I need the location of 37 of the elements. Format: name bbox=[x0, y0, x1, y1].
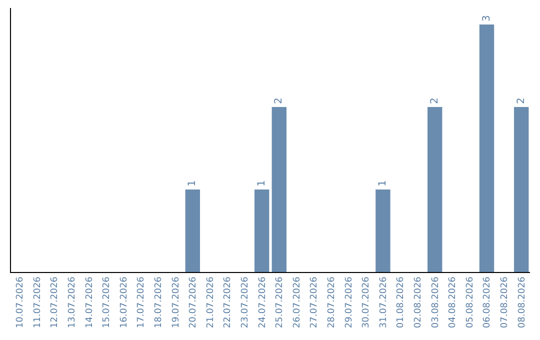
x-tick-label: 04.08.2026 bbox=[448, 276, 458, 328]
x-tick-label: 15.07.2026 bbox=[102, 276, 112, 328]
data-label: 2 bbox=[429, 98, 440, 104]
data-label: 1 bbox=[377, 180, 388, 186]
x-tick-label: 08.08.2026 bbox=[517, 276, 528, 328]
x-tick-label: 27.07.2026 bbox=[310, 276, 320, 328]
x-tick-label: 20.07.2026 bbox=[188, 276, 199, 328]
x-tick-label: 14.07.2026 bbox=[84, 276, 95, 328]
x-tick-label: 05.08.2026 bbox=[465, 276, 476, 328]
data-label: 1 bbox=[187, 180, 198, 186]
x-tick-label: 01.08.2026 bbox=[396, 276, 406, 328]
x-tick-label: 23.07.2026 bbox=[240, 276, 250, 328]
data-label: 1 bbox=[256, 180, 268, 186]
x-tick-label: 10.07.2026 bbox=[16, 276, 26, 328]
x-tick-label: 19.07.2026 bbox=[171, 276, 182, 328]
x-tick-label: 21.07.2026 bbox=[206, 276, 216, 328]
x-tick-label: 28.07.2026 bbox=[326, 276, 337, 328]
x-tick-label: 24.07.2026 bbox=[258, 276, 268, 328]
data-label: 3 bbox=[481, 15, 492, 22]
x-tick-label: 06.08.2026 bbox=[482, 276, 493, 328]
x-tick-label: 17.07.2026 bbox=[136, 276, 147, 328]
x-tick-label: 07.08.2026 bbox=[500, 276, 510, 328]
x-tick-label: 03.08.2026 bbox=[430, 276, 441, 328]
data-label: 2 bbox=[274, 98, 285, 104]
x-tick-label: 11.07.2026 bbox=[32, 276, 43, 328]
x-tick-label: 12.07.2026 bbox=[50, 276, 60, 328]
x-tick-label: 30.07.2026 bbox=[362, 276, 372, 328]
x-tick-label: 31.07.2026 bbox=[378, 276, 389, 328]
x-tick-label: 13.07.2026 bbox=[67, 276, 78, 328]
data-label: 2 bbox=[516, 98, 527, 104]
x-tick-label: 16.07.2026 bbox=[119, 276, 130, 328]
x-tick-label: 22.07.2026 bbox=[223, 276, 234, 328]
x-tick-label: 29.07.2026 bbox=[344, 276, 354, 328]
x-tick-label: 25.07.2026 bbox=[275, 276, 286, 328]
x-tick-label: 18.07.2026 bbox=[154, 276, 164, 328]
x-tick-label: 26.07.2026 bbox=[292, 276, 302, 328]
x-tick-label: 02.08.2026 bbox=[413, 276, 424, 328]
